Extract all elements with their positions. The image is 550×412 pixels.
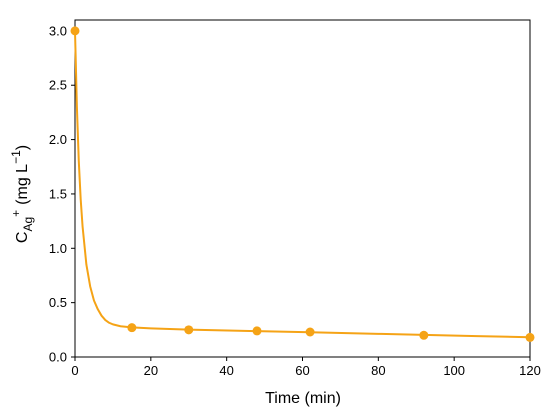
x-axis-ticks: 0 20 40 60 80 100 120 [71,357,541,378]
y-axis-title-unit-close: ) [14,145,31,150]
x-tick-label: 80 [371,363,385,378]
x-tick-label: 40 [219,363,233,378]
y-tick-label: 1.0 [49,241,67,256]
y-tick-label: 2.5 [49,78,67,93]
data-point [525,332,535,342]
x-tick-label: 0 [71,363,78,378]
y-tick-label: 2.0 [49,132,67,147]
y-tick-label: 1.5 [49,186,67,201]
fit-curve [74,30,531,339]
data-point [70,26,80,36]
data-point [305,327,315,337]
x-tick-label: 120 [519,363,541,378]
y-axis-title-unit: (mg L [14,164,31,205]
data-point [252,326,262,336]
plot-frame [74,19,531,358]
y-axis-title-base: C [14,232,31,244]
x-tick-label: 100 [443,363,465,378]
data-point [127,323,137,333]
y-axis-title-superscript: + [9,210,23,217]
y-tick-label: 0.0 [49,350,67,365]
data-point [419,330,429,340]
y-axis-title-unit-superscript: −1 [9,150,23,164]
data-point [184,325,194,335]
y-axis-ticks: 0.0 0.5 1.0 1.5 2.0 2.5 3.0 [49,23,75,365]
y-axis-title-subscript: Ag [21,217,35,232]
x-tick-label: 20 [144,363,158,378]
y-tick-label: 0.5 [49,295,67,310]
fit-curve-group [74,30,531,339]
x-tick-label: 60 [295,363,309,378]
x-axis-title: Time (min) [265,390,341,407]
y-tick-label: 3.0 [49,23,67,38]
axes [74,19,531,358]
data-points [70,26,535,342]
y-axis-title: CAg+ (mg L−1) [9,145,35,243]
